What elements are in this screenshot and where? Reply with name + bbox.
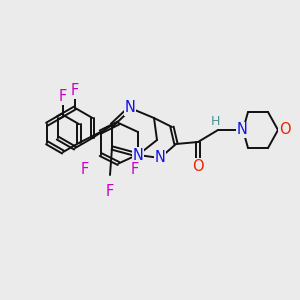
Text: N: N	[124, 100, 135, 116]
Text: F: F	[59, 89, 67, 104]
Text: F: F	[71, 83, 79, 98]
Text: N: N	[133, 148, 143, 163]
Text: N: N	[154, 151, 165, 166]
Text: O: O	[279, 122, 290, 137]
Text: F: F	[131, 163, 139, 178]
Text: F: F	[81, 163, 89, 178]
Text: N: N	[237, 122, 248, 137]
Text: O: O	[192, 159, 204, 174]
Text: F: F	[106, 184, 114, 200]
Text: H: H	[210, 115, 220, 128]
